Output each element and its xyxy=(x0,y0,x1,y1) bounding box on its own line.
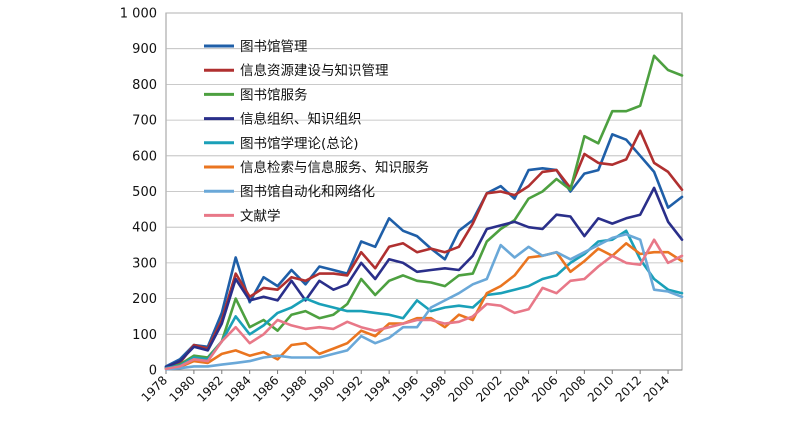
y-tick-label: 200 xyxy=(132,292,157,307)
y-tick-label: 300 xyxy=(132,256,157,271)
legend-label-7: 图书馆自动化和网络化 xyxy=(240,184,375,200)
series-line-5 xyxy=(164,229,684,370)
legend-label-5: 图书馆学理论(总论) xyxy=(240,136,359,152)
legend: 图书馆管理信息资源建设与知识管理图书馆服务信息组织、知识组织图书馆学理论(总论)… xyxy=(204,39,429,224)
legend-label-3: 图书馆服务 xyxy=(240,87,308,103)
series-line-3 xyxy=(164,54,684,370)
x-tick-label: 2004 xyxy=(501,373,532,404)
y-tick-label: 700 xyxy=(132,114,157,129)
y-tick-label: 0 xyxy=(149,364,157,379)
series-line-8 xyxy=(164,238,684,371)
x-tick-label: 1982 xyxy=(194,373,225,404)
legend-label-8: 文献学 xyxy=(240,208,281,224)
x-tick-label: 2014 xyxy=(641,373,672,404)
x-tick-label: 2006 xyxy=(529,373,560,404)
x-tick-label: 2010 xyxy=(585,373,616,404)
series-line-1 xyxy=(164,133,684,368)
y-tick-label: 800 xyxy=(132,78,157,93)
series-line-2 xyxy=(164,129,684,370)
y-tick-label: 100 xyxy=(132,328,157,343)
series-lines xyxy=(164,54,684,371)
x-tick-label: 1992 xyxy=(334,373,365,404)
x-tick-label: 2000 xyxy=(445,373,476,404)
y-tick-label: 400 xyxy=(132,221,157,236)
y-tick-label: 600 xyxy=(132,149,157,164)
x-tick-label: 1990 xyxy=(306,373,337,404)
x-tick-label: 2008 xyxy=(557,373,588,404)
legend-label-2: 信息资源建设与知识管理 xyxy=(240,62,389,79)
y-tick-label: 500 xyxy=(132,185,157,200)
legend-label-6: 信息检索与信息服务、知识服务 xyxy=(240,159,429,176)
x-tick-label: 1980 xyxy=(167,373,198,404)
x-tick-label: 1984 xyxy=(222,373,253,404)
x-tick-label: 2002 xyxy=(473,373,504,404)
y-tick-label: 900 xyxy=(132,42,157,57)
x-tick-label: 1998 xyxy=(418,373,449,404)
legend-label-1: 图书馆管理 xyxy=(240,39,308,55)
x-tick-label: 1978 xyxy=(139,373,170,404)
x-tick-label: 2012 xyxy=(613,373,644,404)
series-line-4 xyxy=(164,186,684,369)
x-tick-label: 1996 xyxy=(390,373,421,404)
series-line-7 xyxy=(164,233,684,371)
x-tick-label: 1986 xyxy=(250,373,281,404)
y-tick-label: 1 000 xyxy=(120,7,157,22)
legend-label-4: 信息组织、知识组织 xyxy=(240,111,362,128)
x-tick-label: 1994 xyxy=(362,373,393,404)
x-tick-label: 1988 xyxy=(278,373,309,404)
